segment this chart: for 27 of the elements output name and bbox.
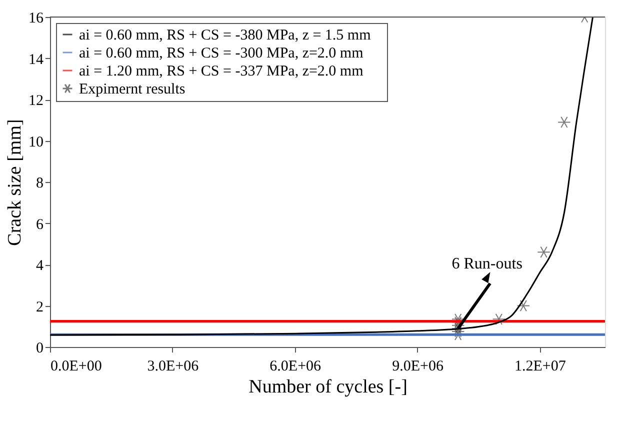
legend-label: ai = 0.60 mm, RS + CS = -380 MPa, z = 1.5 mm — [79, 28, 372, 44]
x-tick-label: 6.0E+06 — [270, 358, 322, 374]
point — [451, 326, 465, 338]
y-axis-title: Crack size [mm] — [4, 119, 26, 246]
y-tick-label: 10 — [28, 134, 44, 150]
legend-label: ai = 1.20 mm, RS + CS = -337 MPa, z=2.0 mm — [79, 64, 364, 80]
y-tick-label: 2 — [36, 299, 44, 316]
y-tick-label: 12 — [28, 93, 44, 109]
x-tick-label: 0.0E+00 — [50, 358, 102, 374]
point — [492, 313, 506, 325]
y-tick-label: 6 — [36, 216, 44, 233]
y-tick-label: 14 — [28, 52, 44, 68]
y-tick-label: 0 — [36, 340, 44, 356]
x-tick-label: 9.0E+06 — [392, 358, 444, 374]
x-tick-label: 1.2E+07 — [514, 358, 566, 374]
legend-label: Expimernt results — [79, 82, 186, 98]
point — [516, 300, 530, 312]
legend-label: ai = 0.60 mm, RS + CS = -300 MPa, z=2.0 mm — [79, 46, 364, 62]
annotation: 6 Run-outs — [452, 255, 522, 272]
point — [451, 313, 465, 325]
y-tick-label: 8 — [36, 176, 44, 192]
y-tick-label: 4 — [36, 258, 44, 274]
y-tick-label: 16 — [28, 10, 44, 26]
x-tick-label: 3.0E+06 — [147, 358, 200, 374]
point — [537, 246, 550, 258]
x-axis-title: Number of cycles [-] — [248, 376, 408, 398]
line-series — [50, 17, 594, 336]
